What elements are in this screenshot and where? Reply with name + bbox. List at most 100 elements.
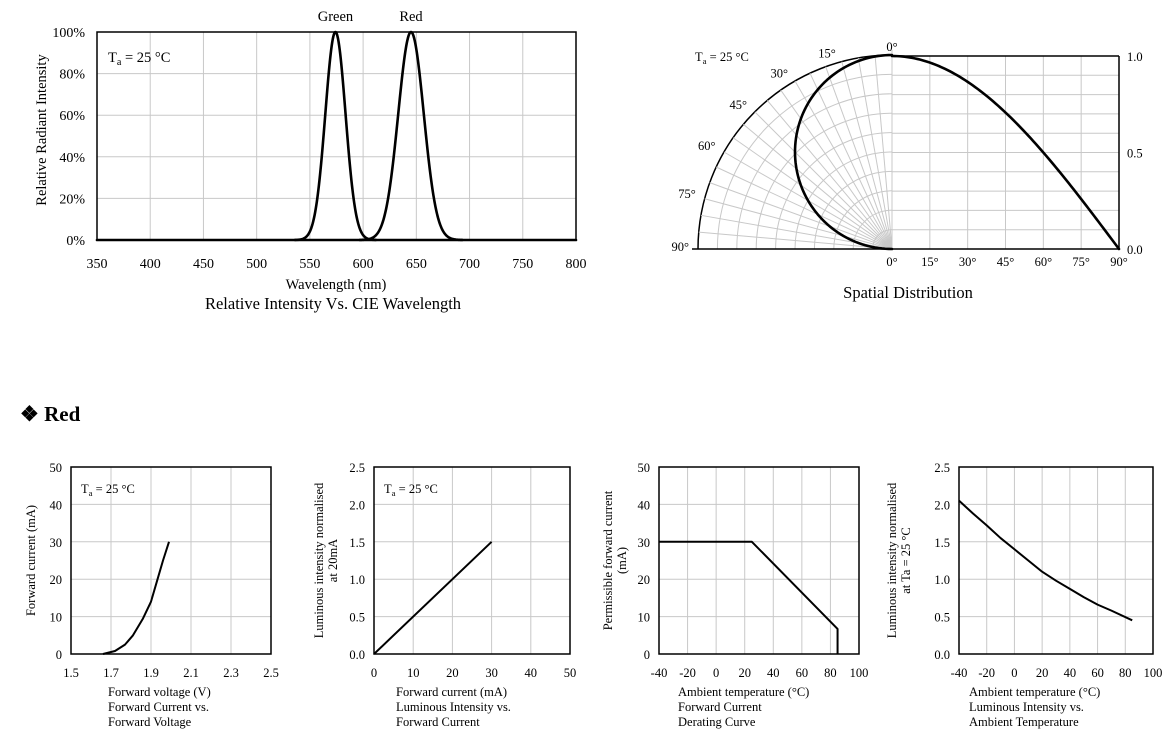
y-tick-label: 20 (638, 573, 651, 587)
x-tick-label: -20 (978, 666, 995, 680)
y-tick-label: 0.0 (1127, 243, 1143, 257)
y-tick-label: 50 (50, 461, 63, 475)
polar-grid-ray (715, 166, 893, 250)
y-tick-label: 100% (52, 26, 85, 41)
polar-grid-ray (874, 55, 893, 250)
x-tick-label: 1.5 (63, 666, 79, 680)
y-tick-label: 50 (638, 461, 651, 475)
series-line (373, 541, 493, 655)
y-tick-label: 20 (50, 573, 63, 587)
x-tick-label: 0° (886, 255, 897, 269)
chart-caption-line: Forward Voltage (108, 715, 192, 729)
polar-angle-label: 15° (818, 47, 836, 61)
diamond-bullet-icon: ❖ (20, 402, 39, 426)
polar-grid-ray (841, 61, 893, 250)
polar-grid-ray (825, 66, 893, 250)
y-tick-label: 2.0 (349, 498, 365, 512)
x-tick-label: 50 (564, 666, 577, 680)
y-tick-label: 2.5 (349, 461, 365, 475)
x-tick-label: 40 (525, 666, 538, 680)
y-axis-label: Permissible forward current (601, 490, 615, 630)
x-tick-label: 500 (246, 257, 267, 272)
plot-frame (658, 466, 860, 655)
polar-angle-label: 30° (771, 67, 789, 81)
y-tick-label: 0.0 (349, 648, 365, 662)
chart-caption-line: Forward Current (678, 700, 762, 714)
x-tick-label: 15° (921, 255, 939, 269)
y-tick-label: 0.5 (934, 611, 950, 625)
y-tick-label: 2.5 (934, 461, 950, 475)
x-tick-label: 20 (1036, 666, 1049, 680)
x-tick-label: 100 (850, 666, 869, 680)
x-tick-label: 30° (959, 255, 977, 269)
x-tick-label: 100 (1144, 666, 1163, 680)
y-tick-label: 1.5 (934, 536, 950, 550)
polar-grid-ray (780, 89, 893, 250)
x-tick-label: 40 (767, 666, 780, 680)
legend-label-green: Green (318, 9, 354, 25)
x-tick-label: 10 (407, 666, 420, 680)
y-axis-label: Luminous intensity normalised (312, 482, 326, 638)
x-tick-label: 0 (1011, 666, 1017, 680)
x-axis-label: Ambient temperature (°C) (969, 685, 1100, 699)
y-tick-label: 0.5 (1127, 147, 1143, 161)
y-tick-label: 40 (638, 498, 651, 512)
y-tick-label: 20% (59, 192, 85, 207)
x-tick-label: 2.3 (223, 666, 239, 680)
polar-grid-ray (732, 137, 893, 250)
x-tick-label: 700 (459, 257, 480, 272)
series-line-green (293, 30, 378, 242)
y-tick-label: 30 (638, 536, 651, 550)
section-heading: ❖ Red (20, 402, 80, 427)
x-tick-label: 80 (1119, 666, 1132, 680)
polar-grid-ray (743, 123, 893, 250)
x-tick-label: -20 (679, 666, 696, 680)
x-tick-label: 80 (824, 666, 837, 680)
y-tick-label: 1.0 (1127, 50, 1143, 64)
chart-caption-line: Luminous Intensity vs. (969, 700, 1084, 714)
annotation-ta: Ta = 25 °C (384, 482, 438, 498)
polar-grid-ray (704, 198, 893, 250)
y-axis-label: Luminous intensity normalised (885, 482, 899, 638)
y-tick-label: 10 (638, 611, 651, 625)
x-tick-label: 2.1 (183, 666, 199, 680)
x-tick-label: -40 (951, 666, 968, 680)
x-tick-label: 400 (140, 257, 161, 272)
x-tick-label: 450 (193, 257, 214, 272)
x-tick-label: 650 (406, 257, 427, 272)
chart-caption-line: Forward Current (396, 715, 480, 729)
y-tick-label: 0.5 (349, 611, 365, 625)
polar-grid-ray (794, 80, 893, 250)
x-tick-label: 40 (1064, 666, 1077, 680)
x-tick-label: 2.5 (263, 666, 279, 680)
y-tick-label: 0 (56, 648, 62, 662)
x-tick-label: 750 (512, 257, 533, 272)
polar-grid-ray (766, 100, 893, 250)
polar-angle-label: 90° (672, 240, 690, 254)
series-line-red (358, 30, 464, 242)
x-tick-label: 350 (87, 257, 108, 272)
x-axis-label: Forward current (mA) (396, 685, 507, 699)
series-line (958, 499, 1133, 622)
y-axis-label: at 20mA (326, 539, 340, 582)
x-tick-label: 60° (1035, 255, 1053, 269)
y-axis-label: Relative Radiant Intensity (34, 54, 50, 206)
y-tick-label: 0 (644, 648, 650, 662)
plot-frame (70, 466, 272, 655)
x-tick-label: 1.9 (143, 666, 159, 680)
intensity-vs-angle-curve (890, 54, 1121, 251)
series-line (659, 540, 839, 654)
x-tick-label: 0 (713, 666, 719, 680)
chart-caption-line: Derating Curve (678, 715, 756, 729)
x-axis-label: Forward voltage (V) (108, 685, 211, 699)
polar-grid-ray (698, 231, 893, 250)
y-axis-label: at Ta = 25 °C (899, 527, 913, 594)
y-tick-label: 80% (59, 68, 85, 83)
y-tick-label: 0% (66, 234, 85, 249)
y-tick-label: 1.5 (349, 536, 365, 550)
x-tick-label: 90° (1110, 255, 1128, 269)
y-tick-label: 1.0 (934, 573, 950, 587)
polar-grid-ray (709, 182, 893, 250)
polar-angle-label: 75° (678, 187, 696, 201)
plot-frame (958, 466, 1154, 655)
